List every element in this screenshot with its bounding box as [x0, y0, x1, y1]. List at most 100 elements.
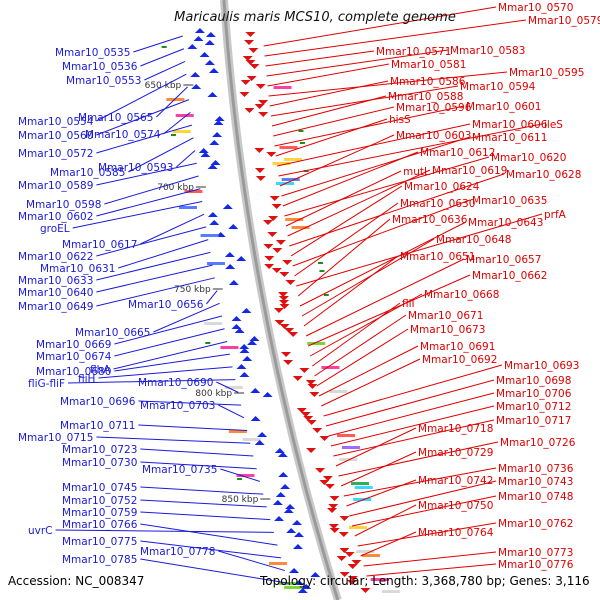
right-gene-label[interactable]: Mmar10_0671 [408, 310, 483, 322]
right-gene-label[interactable]: fliI [402, 298, 415, 310]
right-gene-label[interactable]: Mmar10_0606 [472, 119, 548, 131]
right-gene-label[interactable]: hisS [389, 114, 411, 126]
right-gene-label[interactable]: Mmar10_0712 [496, 401, 571, 413]
right-gene-label[interactable]: Mmar10_0762 [498, 518, 573, 530]
right-gene-label[interactable]: Mmar10_0743 [498, 476, 573, 488]
right-gene-label[interactable]: Mmar10_0581 [391, 59, 466, 71]
left-gene-label[interactable]: Mmar10_0572 [18, 148, 93, 160]
left-gene-label[interactable]: Mmar10_0665 [75, 327, 150, 339]
right-gene-label[interactable]: Mmar10_0628 [506, 169, 581, 181]
gene-arrow-forward [222, 204, 233, 209]
left-gene-label[interactable]: Mmar10_0535 [55, 47, 130, 59]
right-gene-label[interactable]: Mmar10_0588 [388, 91, 463, 103]
right-gene-label[interactable]: Mmar10_0718 [418, 423, 493, 435]
right-gene-label[interactable]: Mmar10_0594 [460, 81, 536, 93]
left-gene-label[interactable]: Mmar10_0690 [138, 377, 213, 389]
right-gene-label[interactable]: Mmar10_0717 [496, 415, 571, 427]
left-gene-label[interactable]: Mmar10_0766 [62, 519, 138, 531]
left-gene-label[interactable]: Mmar10_0593 [98, 162, 173, 174]
right-gene-label[interactable]: Mmar10_0706 [496, 388, 572, 400]
left-callout-line [96, 251, 211, 281]
right-gene-label[interactable]: Mmar10_0657 [466, 254, 541, 266]
left-gene-label[interactable]: Mmar10_0759 [62, 507, 137, 519]
left-gene-label[interactable]: Mmar10_0560 [18, 130, 93, 142]
right-gene-label[interactable]: Mmar10_0668 [424, 289, 499, 301]
left-gene-label[interactable]: Mmar10_0602 [18, 211, 93, 223]
right-gene-label[interactable]: Mmar10_0595 [509, 67, 584, 79]
right-gene-label[interactable]: Mmar10_0571 [376, 46, 451, 58]
left-gene-label[interactable]: Mmar10_0617 [62, 239, 137, 251]
right-gene-label[interactable]: Mmar10_0726 [500, 437, 576, 449]
left-gene-label[interactable]: Mmar10_0778 [140, 546, 215, 558]
left-gene-label[interactable]: Mmar10_0715 [18, 432, 93, 444]
left-gene-label[interactable]: uvrC [28, 525, 53, 537]
right-gene-label[interactable]: Mmar10_0691 [420, 341, 495, 353]
left-gene-label[interactable]: Mmar10_0745 [62, 482, 137, 494]
right-gene-label[interactable]: Mmar10_0742 [418, 475, 493, 487]
right-gene-label[interactable]: Mmar10_0643 [468, 217, 543, 229]
right-gene-label[interactable]: Mmar10_0620 [491, 152, 566, 164]
left-gene-label[interactable]: Mmar10_0669 [36, 339, 111, 351]
right-gene-label[interactable]: Mmar10_0611 [472, 132, 547, 144]
left-gene-label[interactable]: Mmar10_0565 [78, 112, 153, 124]
left-gene-label[interactable]: Mmar10_0598 [26, 199, 101, 211]
right-gene-label[interactable]: Mmar10_0698 [496, 375, 571, 387]
right-gene-label[interactable]: Mmar10_0624 [404, 181, 480, 193]
left-gene-label[interactable]: fliH [78, 373, 95, 385]
left-gene-label[interactable]: Mmar10_0696 [60, 396, 136, 408]
left-gene-label[interactable]: Mmar10_0735 [142, 464, 217, 476]
left-gene-label[interactable]: Mmar10_0622 [18, 251, 93, 263]
right-gene-label[interactable]: Mmar10_0586 [390, 76, 466, 88]
right-gene-label[interactable]: Mmar10_0630 [400, 198, 475, 210]
right-gene-label[interactable]: ileS [544, 119, 563, 131]
right-gene-label[interactable]: Mmar10_0651 [400, 251, 475, 263]
right-gene-label[interactable]: Mmar10_0603 [396, 130, 471, 142]
right-gene-label[interactable]: Mmar10_0750 [418, 500, 493, 512]
right-gene-label[interactable]: Mmar10_0776 [498, 559, 574, 571]
right-gene-label[interactable]: Mmar10_0764 [418, 527, 494, 539]
left-gene-label[interactable]: Mmar10_0723 [62, 444, 137, 456]
left-gene-label[interactable]: groEL [40, 223, 70, 235]
left-gene-label[interactable]: flhA [90, 364, 111, 376]
left-gene-label[interactable]: Mmar10_0574 [85, 129, 161, 141]
left-gene-label[interactable]: Mmar10_0554 [18, 116, 94, 128]
left-gene-label[interactable]: Mmar10_0785 [62, 554, 137, 566]
right-gene-label[interactable]: Mmar10_0693 [504, 360, 579, 372]
left-gene-label[interactable]: fliG-fliF [28, 378, 65, 390]
right-gene-label[interactable]: Mmar10_0583 [450, 45, 525, 57]
left-gene-label[interactable]: Mmar10_0633 [18, 275, 93, 287]
right-gene-label[interactable]: Mmar10_0729 [418, 447, 493, 459]
right-gene-label[interactable]: Mmar10_0601 [466, 101, 541, 113]
left-gene-label[interactable]: Mmar10_0536 [62, 61, 138, 73]
left-gene-label[interactable]: Mmar10_0680 [36, 366, 111, 378]
right-gene-label[interactable]: Mmar10_0619 [432, 165, 507, 177]
left-gene-label[interactable]: Mmar10_0553 [66, 75, 141, 87]
right-gene-label[interactable]: Mmar10_0673 [410, 324, 485, 336]
right-gene-label[interactable]: Mmar10_0636 [392, 214, 468, 226]
right-gene-label[interactable]: Mmar10_0570 [498, 2, 573, 14]
right-gene-label[interactable]: Mmar10_0662 [472, 270, 547, 282]
left-gene-label[interactable]: Mmar10_0674 [36, 351, 112, 363]
left-gene-label[interactable]: Mmar10_0752 [62, 495, 137, 507]
left-gene-label[interactable]: Mmar10_0730 [62, 457, 137, 469]
right-gene-label[interactable]: Mmar10_0635 [472, 195, 547, 207]
right-gene-label[interactable]: Mmar10_0579 [528, 15, 600, 27]
right-gene-label[interactable]: Mmar10_0612 [420, 147, 495, 159]
right-gene-label[interactable]: Mmar10_0748 [498, 491, 573, 503]
left-gene-label[interactable]: Mmar10_0656 [128, 299, 204, 311]
left-gene-label[interactable]: Mmar10_0711 [60, 420, 135, 432]
left-gene-label[interactable]: Mmar10_0585 [50, 167, 125, 179]
left-gene-label[interactable]: Mmar10_0703 [140, 400, 215, 412]
right-gene-label[interactable]: prfA [544, 209, 567, 221]
left-gene-label[interactable]: Mmar10_0631 [40, 263, 115, 275]
left-gene-label[interactable]: Mmar10_0649 [18, 301, 93, 313]
right-gene-label[interactable]: Mmar10_0773 [498, 547, 573, 559]
right-gene-label[interactable]: Mmar10_0736 [498, 463, 574, 475]
right-gene-label[interactable]: Mmar10_0692 [422, 354, 497, 366]
left-gene-label[interactable]: Mmar10_0589 [18, 180, 93, 192]
left-gene-label[interactable]: Mmar10_0640 [18, 287, 93, 299]
right-gene-label[interactable]: Mmar10_0648 [436, 234, 511, 246]
right-gene-label[interactable]: Mmar10_0596 [396, 102, 472, 114]
left-gene-label[interactable]: Mmar10_0775 [62, 536, 137, 548]
right-gene-label[interactable]: mutL [403, 166, 430, 178]
